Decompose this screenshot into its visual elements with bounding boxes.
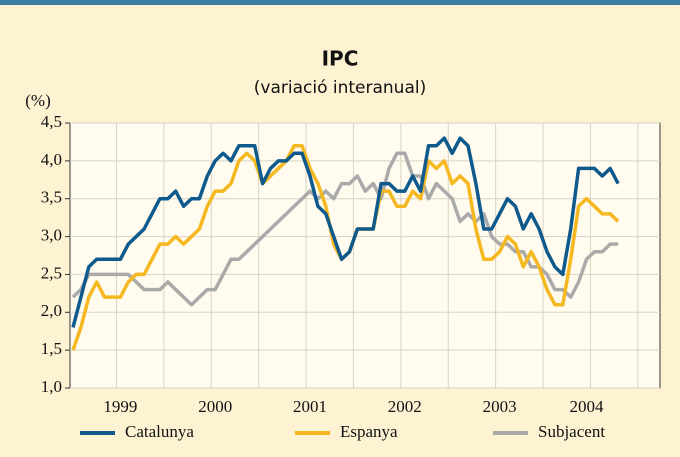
series-line bbox=[71, 136, 620, 328]
legend-label: Espanya bbox=[340, 422, 398, 441]
x-tick-label: 2000 bbox=[198, 397, 232, 416]
x-tick-label: 2002 bbox=[388, 397, 422, 416]
y-tick-label: 2,0 bbox=[41, 301, 62, 320]
legend-label: Subjacent bbox=[538, 422, 605, 441]
y-tick-label: 3,0 bbox=[41, 225, 62, 244]
x-tick-label: 2004 bbox=[570, 397, 605, 416]
x-tick-label: 2001 bbox=[293, 397, 327, 416]
y-tick-label: 2,5 bbox=[41, 263, 62, 282]
x-tick-label: 1999 bbox=[103, 397, 137, 416]
y-tick-label: 4,0 bbox=[41, 150, 62, 169]
plot-area bbox=[69, 122, 661, 389]
legend-label: Catalunya bbox=[125, 422, 194, 441]
y-tick-label: 1,5 bbox=[41, 339, 62, 358]
top-border bbox=[0, 0, 680, 5]
x-tick-label: 2003 bbox=[483, 397, 517, 416]
chart-title: IPC bbox=[322, 47, 359, 71]
chart-subtitle: (variació interanual) bbox=[254, 78, 426, 98]
y-axis-label: (%) bbox=[25, 91, 50, 110]
y-tick-label: 4,5 bbox=[41, 112, 62, 131]
y-tick-label: 1,0 bbox=[41, 377, 62, 396]
y-tick-label: 3,5 bbox=[41, 188, 62, 207]
